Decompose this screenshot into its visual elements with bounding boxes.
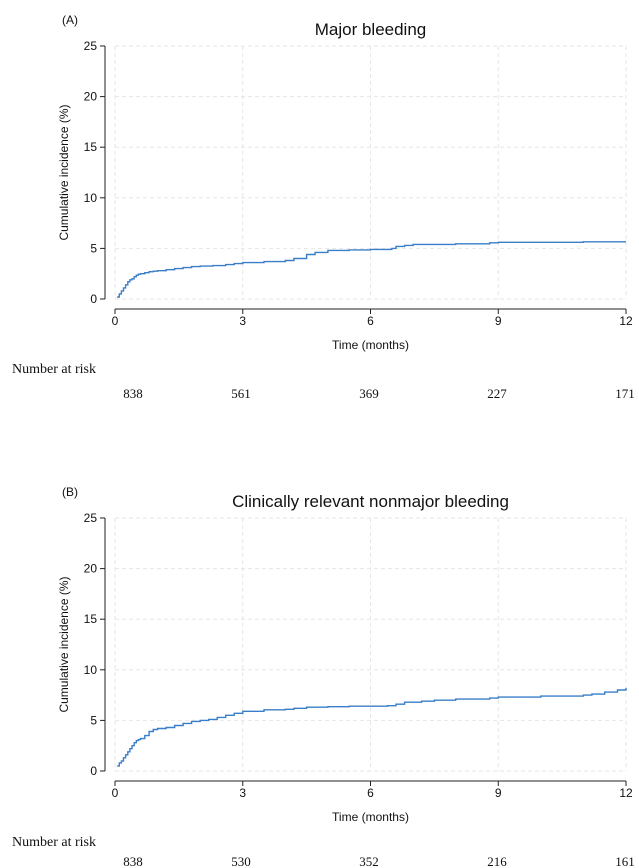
y-tick-label: 5 xyxy=(90,713,97,727)
x-tick-label: 9 xyxy=(495,786,502,800)
series-line xyxy=(117,241,626,298)
x-tick-label: 6 xyxy=(367,786,374,800)
x-axis-label: Time (months) xyxy=(332,338,409,352)
panel-b: (B) Clinically relevant nonmajor bleeding… xyxy=(12,485,635,868)
x-tick-label: 0 xyxy=(112,314,119,328)
chart-title: Clinically relevant nonmajor bleeding xyxy=(232,492,509,511)
x-tick-label: 12 xyxy=(619,314,633,328)
y-tick-label: 25 xyxy=(84,511,98,525)
chart-title: Major bleeding xyxy=(315,20,427,39)
x-tick-label: 12 xyxy=(619,786,633,800)
risk-value: 838 xyxy=(123,854,143,868)
panel-label: (A) xyxy=(62,13,78,27)
risk-value: 227 xyxy=(487,386,507,401)
y-tick-label: 0 xyxy=(90,764,97,778)
y-tick-label: 20 xyxy=(84,90,98,104)
x-tick-label: 3 xyxy=(239,314,246,328)
y-axis-label: Cumulative incidence (%) xyxy=(57,104,71,240)
risk-table-title: Number at risk xyxy=(12,362,96,377)
x-tick-label: 0 xyxy=(112,786,119,800)
risk-value: 171 xyxy=(615,386,635,401)
risk-value: 352 xyxy=(359,854,379,868)
y-tick-label: 15 xyxy=(84,140,98,154)
x-tick-label: 9 xyxy=(495,314,502,328)
risk-value: 161 xyxy=(615,854,635,868)
series-line xyxy=(117,688,627,767)
risk-value: 530 xyxy=(231,854,251,868)
y-tick-label: 15 xyxy=(84,612,98,626)
risk-value: 561 xyxy=(231,386,251,401)
y-tick-label: 10 xyxy=(84,663,98,677)
y-tick-label: 25 xyxy=(84,39,98,53)
x-axis-label: Time (months) xyxy=(332,810,409,824)
y-tick-label: 10 xyxy=(84,191,98,205)
y-tick-label: 20 xyxy=(84,562,98,576)
x-tick-label: 3 xyxy=(239,786,246,800)
x-tick-label: 6 xyxy=(367,314,374,328)
risk-value: 838 xyxy=(123,386,143,401)
y-tick-label: 5 xyxy=(90,241,97,255)
risk-value: 216 xyxy=(487,854,507,868)
risk-value: 369 xyxy=(359,386,379,401)
risk-table-title: Number at risk xyxy=(12,835,96,850)
panel-label: (B) xyxy=(62,485,78,499)
y-tick-label: 0 xyxy=(90,292,97,306)
y-axis-label: Cumulative incidence (%) xyxy=(57,576,71,712)
